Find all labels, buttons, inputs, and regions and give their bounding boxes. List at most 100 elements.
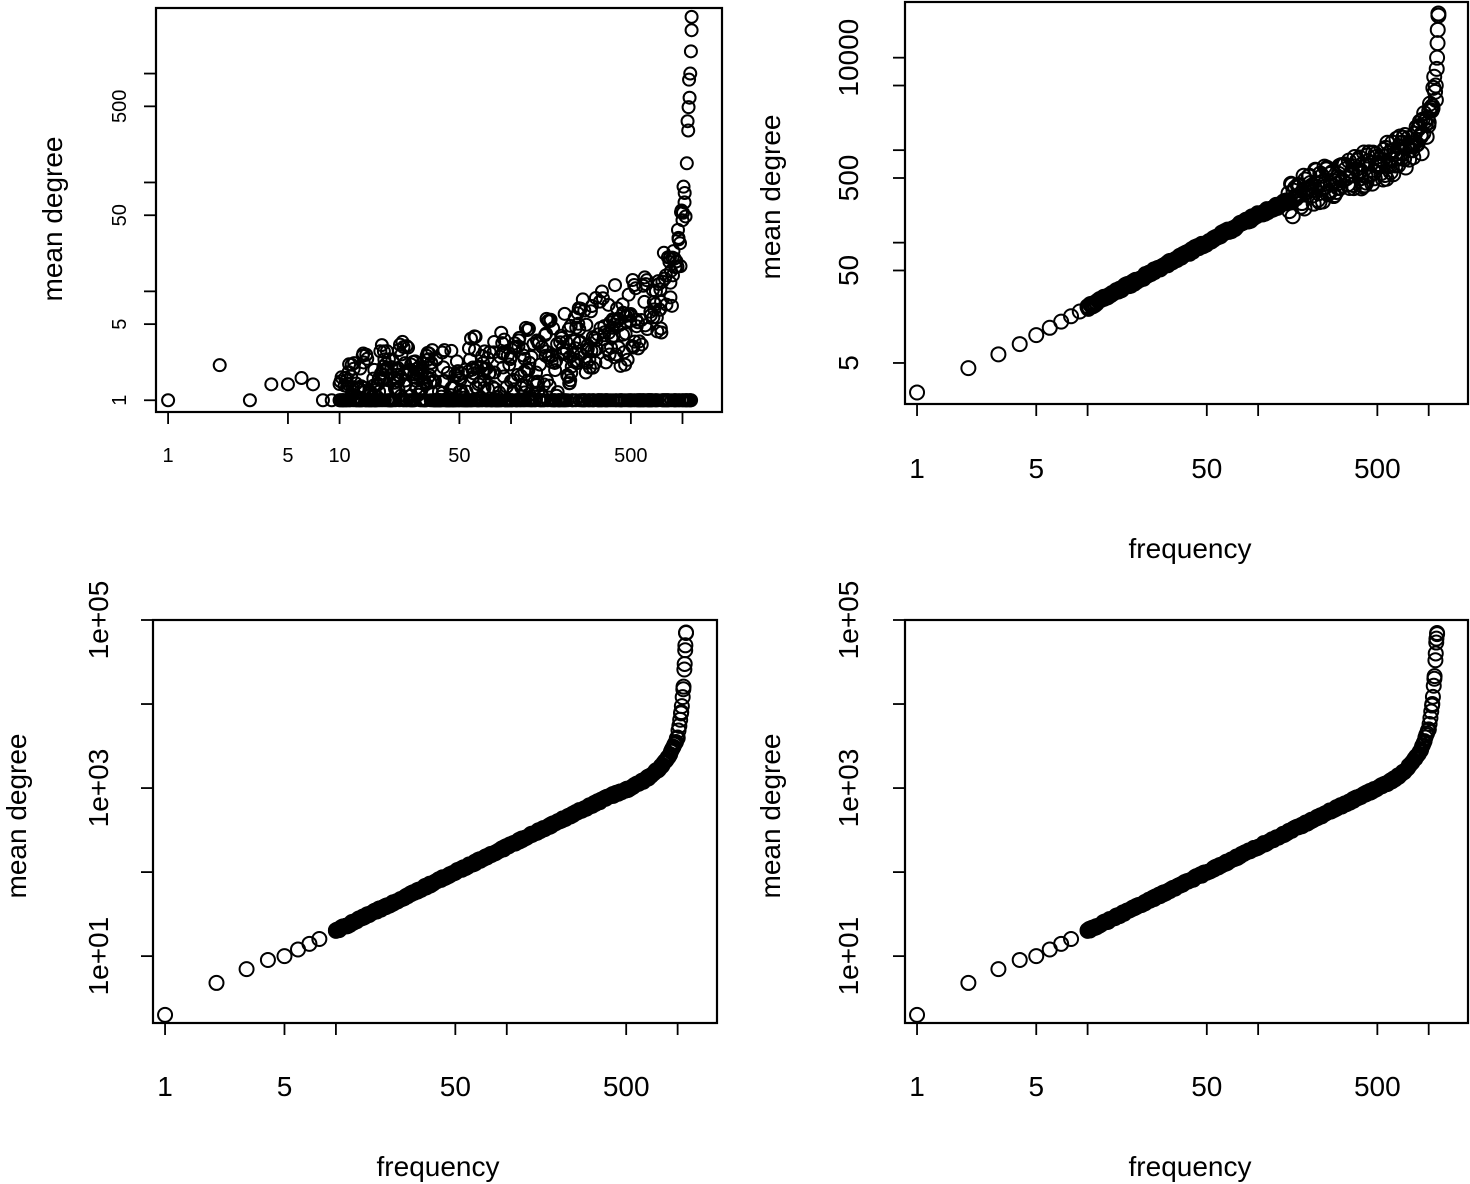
cloud-point bbox=[494, 325, 509, 340]
cloud-point bbox=[594, 284, 609, 299]
cloud-point bbox=[1425, 677, 1442, 694]
point-series bbox=[909, 625, 1446, 1023]
x-tick-label: 5 bbox=[282, 445, 293, 467]
cloud-point bbox=[684, 393, 699, 408]
x-tick-label: 5 bbox=[1028, 1071, 1044, 1102]
cloud-point bbox=[524, 349, 539, 364]
x-tick-label: 50 bbox=[1191, 453, 1222, 484]
cloud-point bbox=[437, 373, 452, 388]
cloud-point bbox=[680, 114, 695, 129]
y-tick-label: 1e+01 bbox=[833, 917, 864, 996]
cloud-point bbox=[681, 100, 696, 115]
y-tick-label: 1e+05 bbox=[83, 581, 114, 660]
cloud-point bbox=[583, 304, 598, 319]
cloud-point bbox=[592, 294, 607, 309]
cloud-point bbox=[655, 274, 670, 289]
cloud-point bbox=[1430, 7, 1447, 24]
cloud-point bbox=[571, 316, 586, 331]
cloud-point bbox=[608, 278, 623, 293]
cloud-point bbox=[589, 341, 604, 356]
cloud-point bbox=[673, 698, 690, 715]
cloud-point bbox=[546, 321, 561, 336]
data-point bbox=[264, 377, 279, 392]
y-axis-label: mean degree bbox=[1, 733, 32, 898]
y-tick-label: 50 bbox=[833, 255, 864, 286]
data-point bbox=[157, 1006, 174, 1023]
cloud-point bbox=[563, 373, 578, 388]
cloud-point bbox=[437, 343, 452, 358]
y-tick-label: 500 bbox=[109, 90, 131, 123]
x-tick-label: 10 bbox=[328, 445, 350, 467]
cloud-point bbox=[669, 730, 686, 747]
cloud-point bbox=[1421, 715, 1438, 732]
data-point bbox=[311, 930, 328, 947]
cloud-point bbox=[654, 325, 669, 340]
cloud-point bbox=[632, 334, 647, 349]
data-point bbox=[1028, 327, 1045, 344]
data-point bbox=[683, 44, 698, 59]
data-point bbox=[212, 358, 227, 373]
y-axis-label: mean degree bbox=[755, 733, 786, 898]
cloud-point bbox=[1427, 652, 1444, 669]
plot-frame bbox=[151, 618, 719, 1025]
cloud-point bbox=[678, 624, 695, 641]
y-tick-label: 1e+01 bbox=[83, 917, 114, 996]
cloud-point bbox=[579, 317, 594, 332]
point-series bbox=[909, 5, 1447, 401]
data-point bbox=[280, 377, 295, 392]
cloud-point bbox=[1426, 668, 1443, 685]
cloud-point bbox=[647, 302, 662, 317]
cloud-point bbox=[682, 72, 697, 87]
cloud-point bbox=[627, 334, 642, 349]
cloud-point bbox=[640, 322, 655, 337]
y-tick-label: 5 bbox=[833, 355, 864, 371]
cloud-point bbox=[673, 705, 690, 722]
data-point bbox=[960, 974, 977, 991]
cloud-point bbox=[477, 344, 492, 359]
x-axis-label: frequency bbox=[1129, 1151, 1252, 1182]
y-tick-label: 10000 bbox=[833, 19, 864, 97]
chart-top-left: mean degree 1 5 10 50 500 1 5 50 500 bbox=[37, 6, 724, 467]
y-tick-label: 1e+03 bbox=[83, 749, 114, 828]
cloud-point bbox=[1422, 709, 1439, 726]
cloud-point bbox=[588, 355, 603, 370]
y-tick-label: 1e+03 bbox=[833, 749, 864, 828]
data-point bbox=[238, 961, 255, 978]
x-tick-label: 1 bbox=[163, 445, 174, 467]
x-tick-label: 5 bbox=[277, 1071, 293, 1102]
cloud-point bbox=[677, 195, 692, 210]
cloud-point bbox=[1385, 166, 1402, 183]
data-point bbox=[683, 66, 698, 81]
cloud-point bbox=[1428, 60, 1445, 77]
x-tick-label: 500 bbox=[1354, 453, 1401, 484]
cloud-point bbox=[601, 297, 616, 312]
cloud-point bbox=[664, 298, 679, 313]
chart-bottom-left: mean degree frequency 1 5 50 500 1e+01 1e+03 1… bbox=[1, 581, 719, 1182]
cloud-point bbox=[449, 354, 464, 369]
cloud-point bbox=[1413, 145, 1430, 162]
cloud-point bbox=[421, 352, 436, 367]
data-point bbox=[306, 377, 321, 392]
x-tick-label: 500 bbox=[603, 1071, 650, 1102]
cloud-point bbox=[444, 343, 459, 358]
cloud-point bbox=[1429, 626, 1446, 643]
cloud-point bbox=[1397, 159, 1414, 176]
x-axis-label: frequency bbox=[377, 1151, 500, 1182]
y-tick-label: 5 bbox=[109, 319, 131, 330]
cloud-point bbox=[620, 352, 635, 367]
chart-bottom-right: mean degree frequency 1 5 50 500 1e+01 1e+03 1… bbox=[755, 581, 1470, 1182]
data-point bbox=[1053, 935, 1070, 952]
data-point bbox=[1063, 308, 1080, 325]
data-point bbox=[259, 951, 276, 968]
plot-frame bbox=[903, 618, 1470, 1025]
cloud-point bbox=[676, 179, 691, 194]
cloud-point bbox=[1424, 697, 1441, 714]
cloud-point bbox=[356, 355, 371, 370]
cloud-point bbox=[543, 312, 558, 327]
data-point bbox=[960, 360, 977, 377]
data-point bbox=[682, 90, 697, 105]
y-tick-label: 1e+05 bbox=[833, 581, 864, 660]
y-tick-label: 1 bbox=[109, 395, 131, 406]
